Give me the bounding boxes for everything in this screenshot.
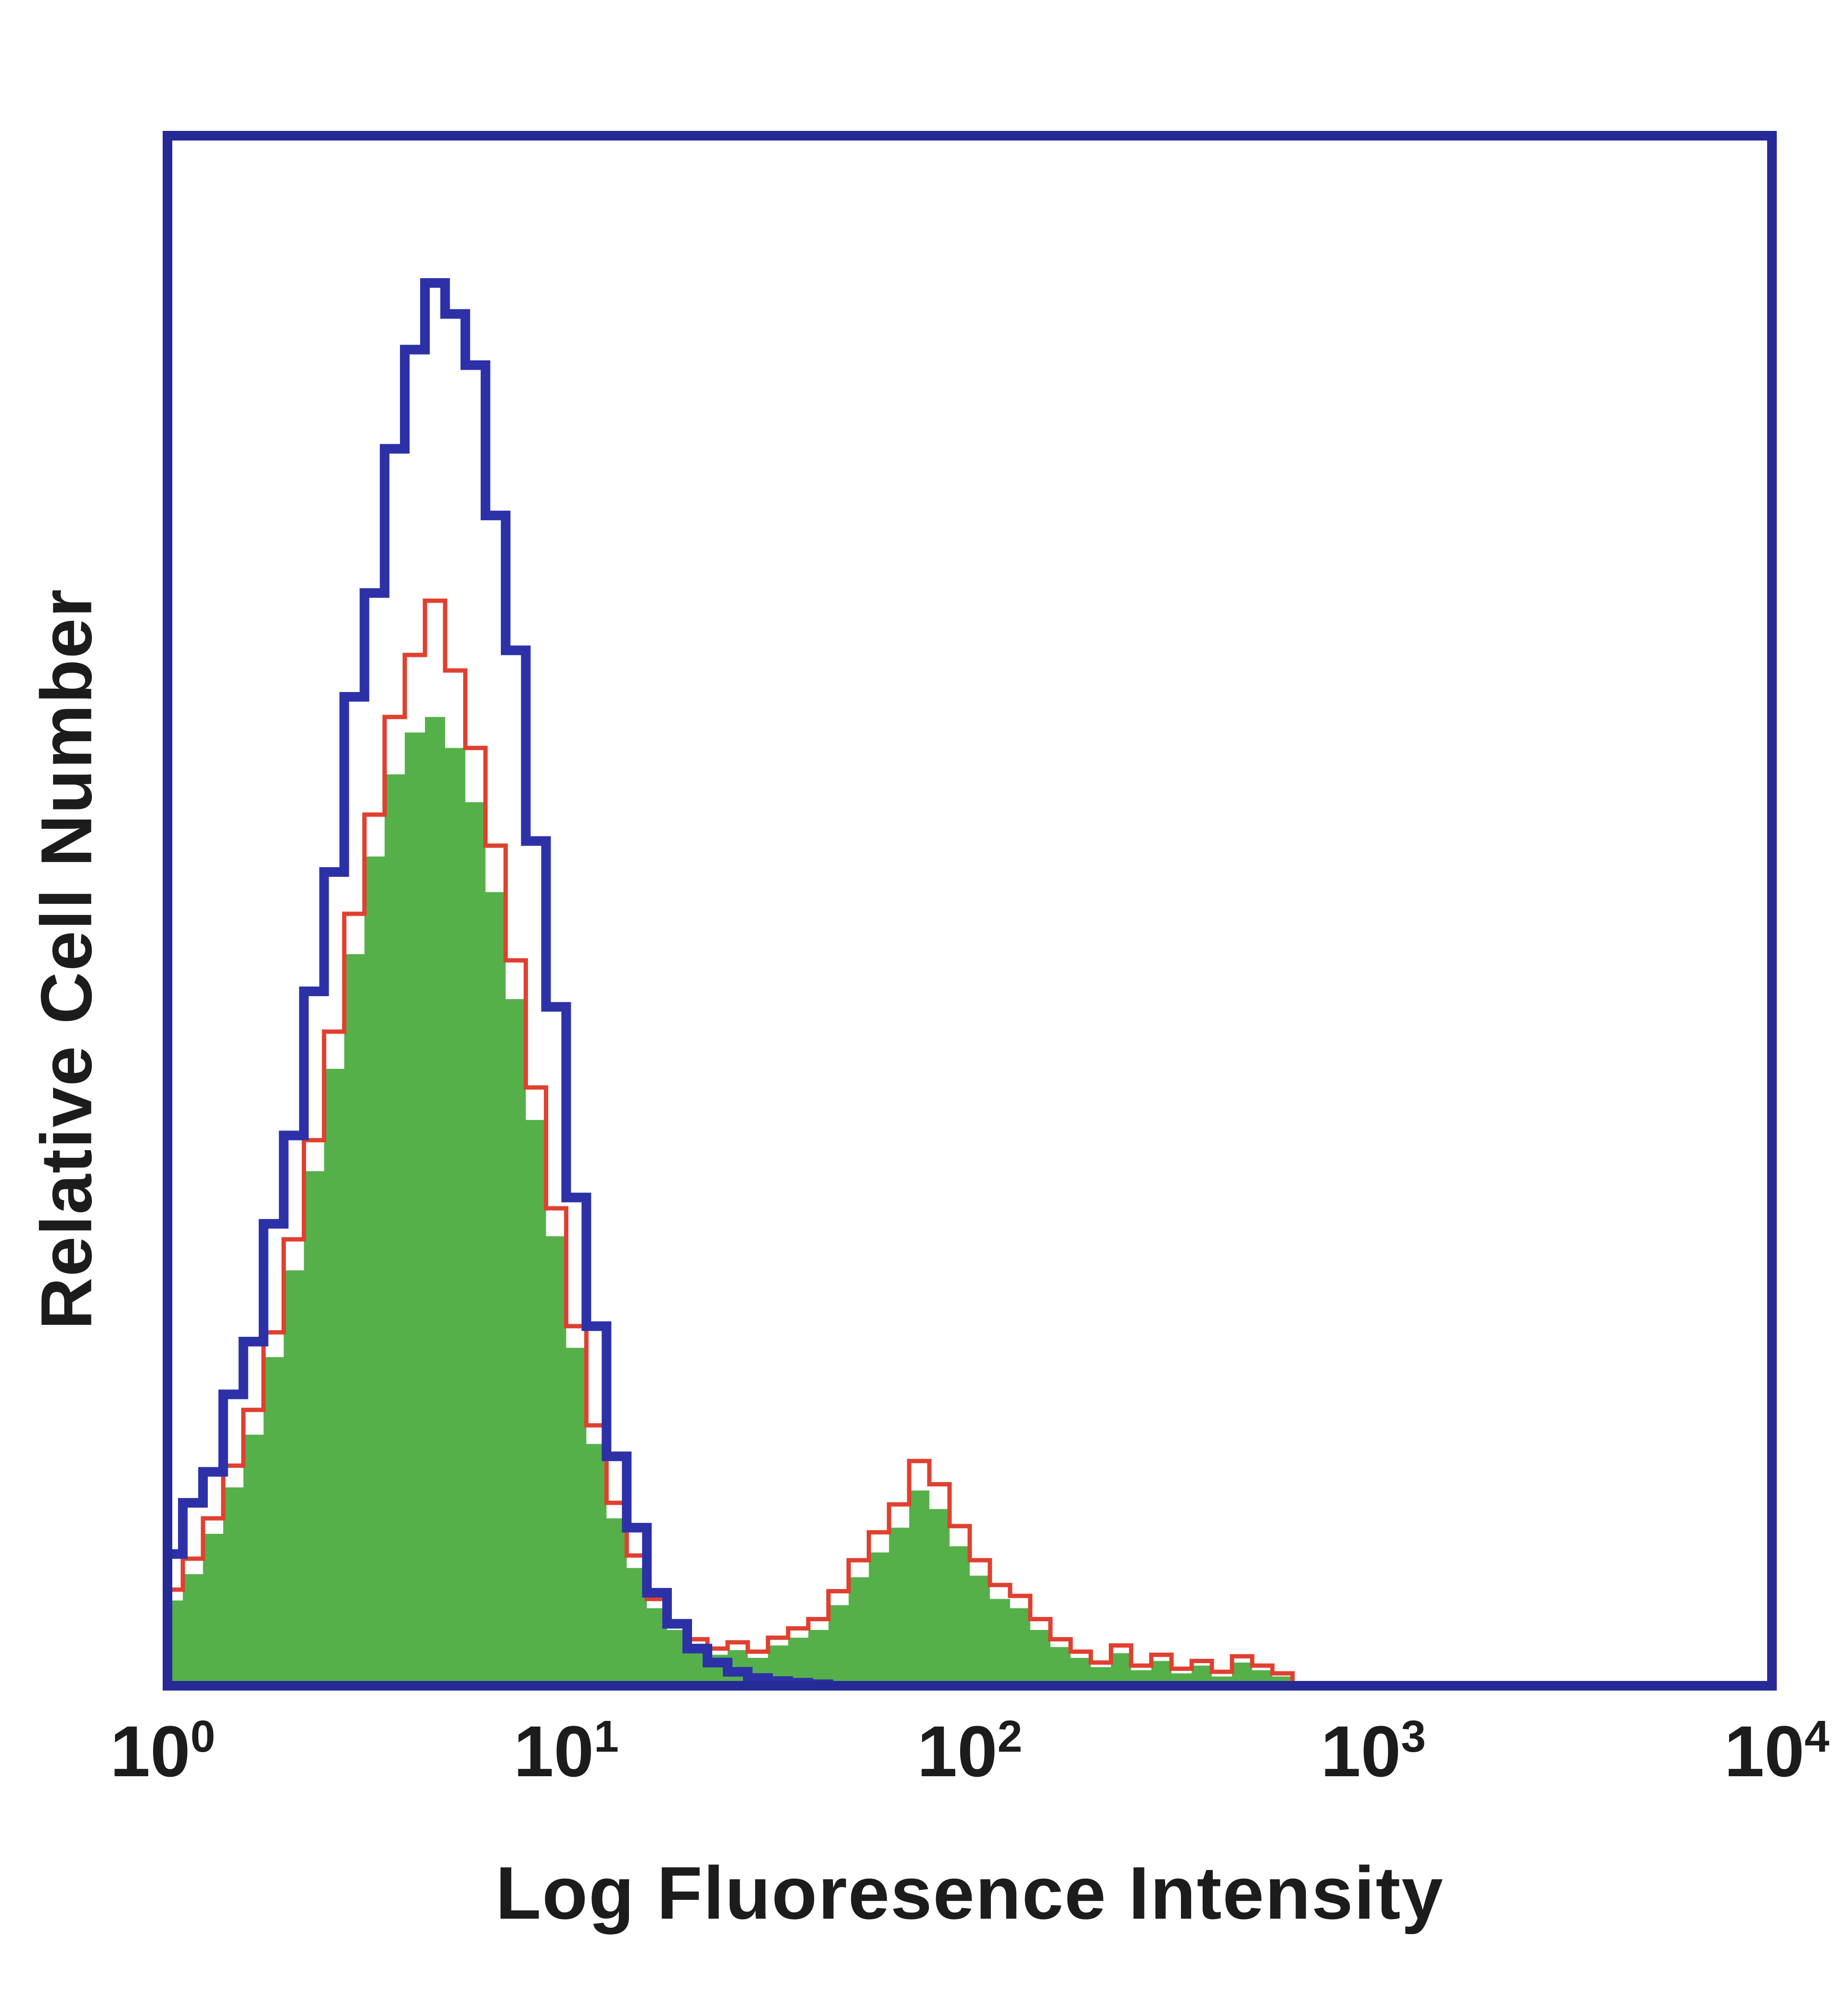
- x-tick-label: 101: [513, 1710, 619, 1793]
- x-tick-label: 104: [1724, 1710, 1830, 1793]
- green-filled-histogram-path: [163, 717, 1777, 1686]
- x-tick-base: 10: [1321, 1711, 1401, 1792]
- x-tick-exponent: 2: [997, 1711, 1023, 1761]
- x-tick-label: 102: [917, 1710, 1023, 1793]
- x-tick-exponent: 4: [1804, 1711, 1830, 1761]
- plot-frame: [163, 131, 1777, 1691]
- x-tick-base: 10: [110, 1711, 191, 1792]
- x-tick-exponent: 1: [594, 1711, 619, 1761]
- x-tick-label: 103: [1321, 1710, 1426, 1793]
- x-tick-label: 100: [110, 1710, 216, 1793]
- x-tick-exponent: 3: [1401, 1711, 1426, 1761]
- histogram-plot: [163, 131, 1777, 1691]
- x-tick-exponent: 0: [190, 1711, 216, 1761]
- y-axis-label: Relative Cell Number: [26, 588, 107, 1330]
- x-tick-base: 10: [917, 1711, 998, 1792]
- x-axis-label: Log Fluoresence Intensity: [495, 1851, 1444, 1935]
- x-tick-base: 10: [513, 1711, 594, 1792]
- x-tick-base: 10: [1724, 1711, 1805, 1792]
